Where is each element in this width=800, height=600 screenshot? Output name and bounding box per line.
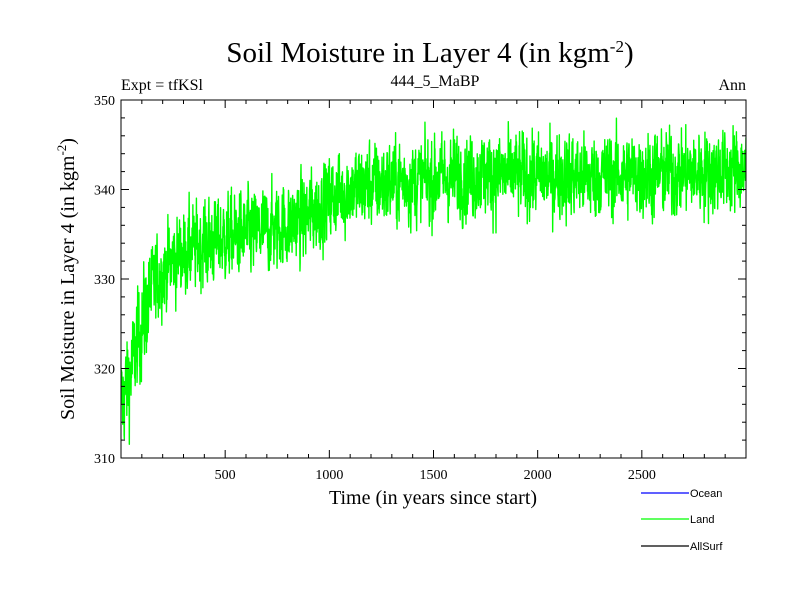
legend-label-land: Land [690,514,714,526]
subtitle-period: 444_5_MaBP [391,73,480,90]
x-tick-label: 1500 [420,468,448,483]
y-tick-label: 350 [94,94,115,109]
x-tick-label: 2000 [524,468,552,483]
subtitle-experiment: Expt = tfKSl [121,77,203,94]
legend-label-ocean: Ocean [690,488,722,500]
x-tick-label: 2500 [628,468,656,483]
y-tick-label: 320 [94,363,115,378]
x-tick-label: 500 [215,468,236,483]
legend-label-allsurf: AllSurf [690,541,723,553]
tick-labels: 500 1000 1500 2000 2500 310 320 330 340 350 [94,94,656,483]
series-line-land [121,117,746,445]
legend: Ocean Land AllSurf [641,488,723,553]
subtitle-season: Ann [718,77,746,94]
axis-ticks [121,100,746,458]
y-tick-label: 310 [94,452,115,467]
y-tick-label: 330 [94,273,115,288]
x-axis-label: Time (in years since start) [329,487,537,509]
y-axis-label: Soil Moisture in Layer 4 (in kgm-2) [54,138,79,420]
y-tick-label: 340 [94,184,115,199]
chart-title: Soil Moisture in Layer 4 (in kgm-2) [226,37,633,69]
x-tick-label: 1000 [315,468,343,483]
